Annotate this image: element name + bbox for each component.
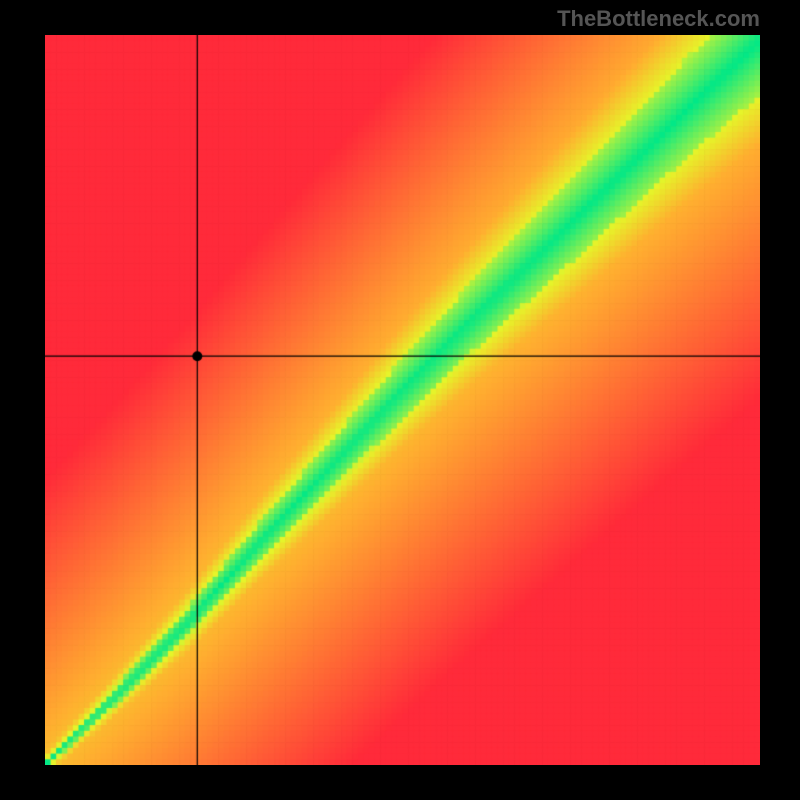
bottleneck-heatmap — [45, 35, 760, 765]
watermark-label: TheBottleneck.com — [557, 6, 760, 32]
chart-container: TheBottleneck.com — [0, 0, 800, 800]
